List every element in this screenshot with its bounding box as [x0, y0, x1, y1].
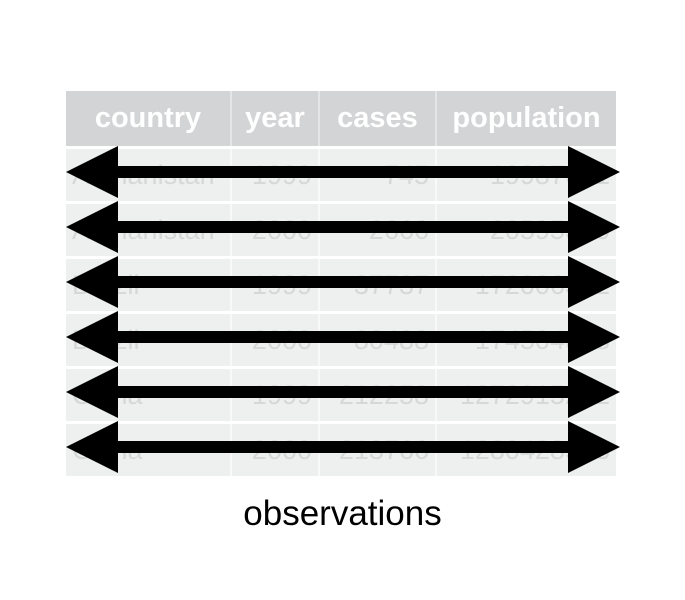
cell-cases: 80488	[319, 311, 437, 368]
cell-country: Afghanistan	[66, 146, 232, 203]
header-year: year	[231, 91, 320, 148]
header-row: country year cases population	[66, 91, 616, 148]
cell-population: 20595360	[436, 201, 616, 258]
table-row: Brazil 1999 37737 172006362	[66, 256, 616, 313]
cell-population: 1280428583	[436, 421, 616, 476]
cell-country: China	[66, 421, 232, 476]
table-row: Brazil 2000 80488 174504898	[66, 311, 616, 368]
cell-country: China	[66, 366, 232, 423]
cell-year: 1999	[231, 146, 320, 203]
cell-population: 172006362	[436, 256, 616, 313]
cell-country: Brazil	[66, 256, 232, 313]
cell-country: Brazil	[66, 311, 232, 368]
cell-population: 19987071	[436, 146, 616, 203]
caption: observations	[243, 494, 442, 533]
cell-cases: 212258	[319, 366, 437, 423]
header-country: country	[66, 91, 232, 148]
cell-year: 1999	[231, 256, 320, 313]
cell-cases: 745	[319, 146, 437, 203]
cell-cases: 2666	[319, 201, 437, 258]
header-population: population	[436, 91, 616, 148]
cell-year: 2000	[231, 421, 320, 476]
cell-year: 1999	[231, 366, 320, 423]
table-row: China 1999 212258 1272915272	[66, 366, 616, 423]
cell-population: 174504898	[436, 311, 616, 368]
header-cases: cases	[319, 91, 437, 148]
cell-cases: 213766	[319, 421, 437, 476]
table-row: China 2000 213766 1280428583	[66, 421, 616, 476]
cell-population: 1272915272	[436, 366, 616, 423]
cell-year: 2000	[231, 311, 320, 368]
cell-country: Afghanistan	[66, 201, 232, 258]
cell-cases: 37737	[319, 256, 437, 313]
table-row: Afghanistan 2000 2666 20595360	[66, 201, 616, 258]
table-row: Afghanistan 1999 745 19987071	[66, 146, 616, 203]
data-table: country year cases population Afghanista…	[66, 91, 616, 476]
cell-year: 2000	[231, 201, 320, 258]
